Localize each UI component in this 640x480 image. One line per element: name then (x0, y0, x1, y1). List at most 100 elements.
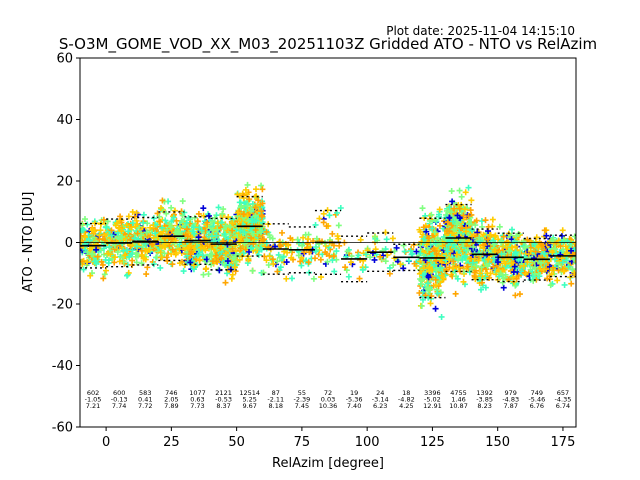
bin-mean-label: 0.03 (321, 396, 335, 404)
scatter-point (173, 249, 180, 256)
scatter-point (170, 214, 177, 221)
scatter-point (150, 261, 157, 268)
scatter-point (462, 228, 469, 235)
scatter-point (561, 281, 568, 288)
scatter-point (173, 217, 180, 224)
scatter-point (481, 257, 488, 264)
scatter-point (108, 227, 115, 234)
scatter-point (418, 303, 425, 310)
scatter-point (391, 255, 398, 262)
scatter-point (401, 248, 408, 255)
scatter-point (480, 231, 487, 238)
scatter-point (212, 252, 219, 259)
scatter-point (171, 240, 178, 247)
scatter-point (547, 282, 554, 289)
scatter-point (478, 264, 485, 271)
scatter-point (389, 235, 396, 242)
bin-mean-label: -2.39 (293, 396, 310, 404)
bin-std-label: 7.40 (347, 402, 361, 410)
scatter-point (228, 275, 235, 282)
scatter-point (428, 211, 435, 218)
scatter-point (175, 229, 182, 236)
scatter-point (168, 236, 175, 243)
scatter-point (541, 250, 548, 257)
scatter-point (244, 213, 251, 220)
scatter-point (124, 272, 131, 279)
bin-count-label: 12514 (239, 389, 260, 397)
scatter-point (259, 213, 266, 220)
scatter-point (134, 221, 141, 228)
scatter-point (468, 233, 475, 240)
scatter-point (80, 227, 87, 234)
bin-mean-label: 0.63 (190, 396, 204, 404)
scatter-point (405, 257, 412, 264)
scatter-point (541, 227, 548, 234)
scatter-point (458, 193, 465, 200)
scatter-point (400, 242, 407, 249)
scatter-point (417, 228, 424, 235)
scatter-point (462, 254, 469, 261)
scatter-point (179, 198, 186, 205)
scatter-point (529, 273, 536, 280)
scatter-point (550, 236, 557, 243)
scatter-point (194, 252, 201, 259)
scatter-point (369, 250, 376, 257)
scatter-point (253, 217, 260, 224)
scatter-point (487, 231, 494, 238)
scatter-point (204, 219, 211, 226)
scatter-point (323, 223, 330, 230)
scatter-point (114, 249, 121, 256)
scatter-point (259, 186, 266, 193)
scatter-point (219, 210, 226, 217)
scatter-point (333, 248, 340, 255)
scatter-point (266, 253, 273, 260)
scatter-point (468, 265, 475, 272)
scatter-point (426, 217, 433, 224)
scatter-point (129, 257, 136, 264)
scatter-point (244, 181, 251, 188)
scatter-point (330, 242, 337, 249)
scatter-point (417, 250, 424, 257)
scatter-point (229, 245, 236, 252)
scatter-point (490, 263, 497, 270)
scatter-point (443, 246, 450, 253)
scatter-point (87, 272, 94, 279)
scatter-point (391, 248, 398, 255)
scatter-point (285, 242, 292, 249)
scatter-point (489, 216, 496, 223)
scatter-point (187, 251, 194, 258)
scatter-point (80, 232, 84, 239)
scatter-point (443, 207, 450, 214)
scatter-point (127, 236, 134, 243)
scatter-point (471, 273, 478, 280)
scatter-point (472, 222, 479, 229)
scatter-point (225, 235, 232, 242)
bin-mean-label: 5.25 (242, 396, 256, 404)
scatter-point (425, 274, 432, 281)
scatter-point (558, 232, 565, 239)
scatter-point (205, 270, 212, 277)
scatter-point (342, 264, 349, 271)
bin-mean-label: 2.05 (164, 396, 178, 404)
scatter-point (103, 224, 110, 231)
scatter-point (82, 246, 89, 253)
scatter-point (232, 252, 239, 259)
scatter-point (516, 291, 523, 298)
scatter-point (513, 275, 520, 282)
scatter-point (161, 250, 168, 257)
scatter-point (543, 232, 550, 239)
bin-std-label: 9.67 (242, 402, 256, 410)
scatter-point (558, 239, 565, 246)
scatter-point (99, 261, 106, 268)
scatter-point (531, 249, 538, 256)
scatter-point (143, 271, 150, 278)
scatter-point (209, 218, 216, 225)
scatter-point (220, 238, 227, 245)
x-tick-label: 125 (420, 435, 445, 450)
scatter-point (552, 256, 559, 263)
scatter-point (252, 212, 259, 219)
scatter-point (437, 264, 444, 271)
bin-std-label: 4.25 (399, 402, 413, 410)
bin-mean-label: -4.83 (502, 396, 519, 404)
scatter-point (550, 264, 557, 271)
